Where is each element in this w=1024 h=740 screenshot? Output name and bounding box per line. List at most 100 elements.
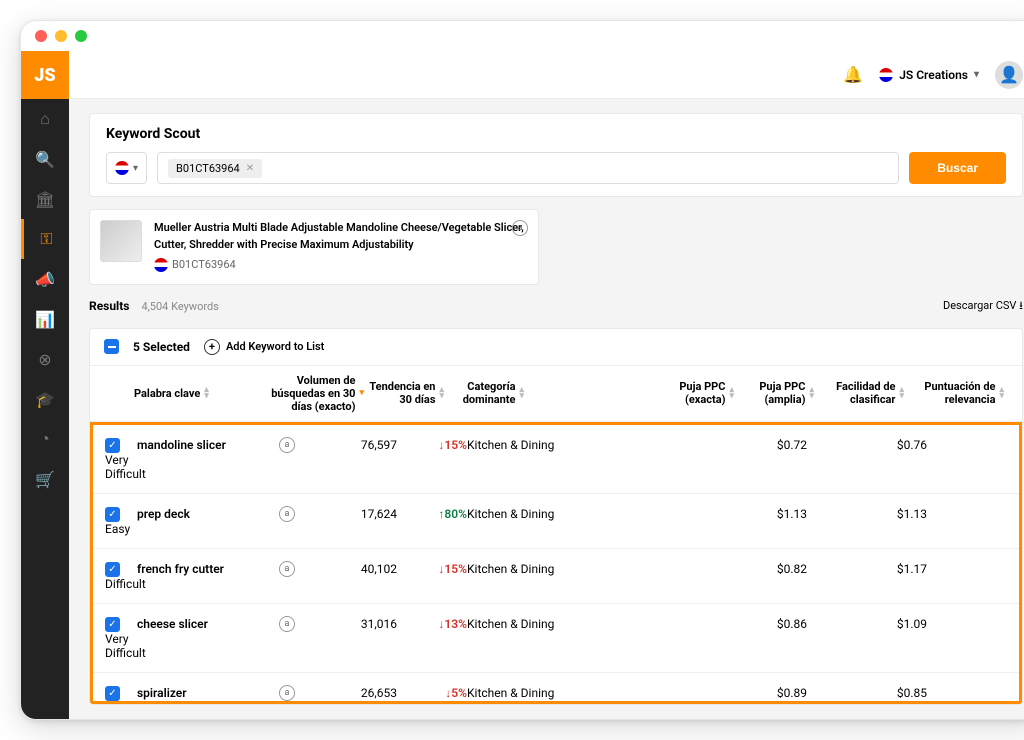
sort-icon: ▴▾: [204, 387, 209, 400]
amazon-badge-icon: a: [279, 561, 295, 577]
ppc-broad-cell: $0.76: [807, 438, 927, 452]
download-label: Descargar CSV: [943, 299, 1016, 312]
close-window-dot[interactable]: [35, 30, 47, 42]
amazon-badge-icon: a: [279, 685, 295, 701]
download-csv-link[interactable]: Descargar CSV ⭳: [943, 297, 1023, 316]
amazon-badge-icon: a: [279, 437, 295, 453]
app-window: JS ⌂ 🔍 🏛 ⚿ 📣 📊 ⊗ 🎓 ◔ 🛒 🔔 JS Creations ▾ …: [20, 20, 1024, 720]
nav-crosshair-icon[interactable]: ⊗: [21, 339, 69, 379]
row-checkbox[interactable]: ✓: [105, 438, 120, 453]
table-row: ✓prep decka17,624↑80%Kitchen & Dining$1.…: [93, 494, 1019, 549]
mac-titlebar: [21, 21, 1024, 51]
nav-globe-icon[interactable]: ◔: [21, 419, 69, 459]
nav-academy-icon[interactable]: 🎓: [21, 379, 69, 419]
product-thumbnail: [100, 220, 142, 262]
logo[interactable]: JS: [21, 51, 69, 99]
ppc-exact-cell: $0.82: [717, 562, 807, 576]
ppc-broad-cell: $1.09: [807, 617, 927, 631]
search-input[interactable]: B01CT63964 ✕: [157, 152, 899, 184]
flag-icon: [879, 68, 893, 82]
ppc-broad-cell: $1.17: [807, 562, 927, 576]
search-card: Keyword Scout ▾ B01CT63964 ✕ Busca: [89, 113, 1023, 197]
selected-count: 5 Selected: [133, 340, 190, 354]
trend-cell: ↓15%: [438, 438, 467, 452]
app-body: JS ⌂ 🔍 🏛 ⚿ 📣 📊 ⊗ 🎓 ◔ 🛒 🔔 JS Creations ▾ …: [21, 51, 1024, 719]
col-ppc-broad[interactable]: Puja PPC (amplia)▴▾: [734, 380, 814, 406]
nav-megaphone-icon[interactable]: 📣: [21, 259, 69, 299]
ppc-broad-cell: $1.13: [807, 507, 927, 521]
asin-chip-text: B01CT63964: [176, 162, 240, 175]
table-head: Palabra clave▴▾ Volumen de búsquedas en …: [90, 366, 1022, 423]
row-checkbox[interactable]: ✓: [105, 562, 120, 577]
difficulty-cell: Very Difficult: [105, 632, 137, 660]
remove-chip-icon[interactable]: ✕: [246, 163, 254, 174]
bell-icon[interactable]: 🔔: [843, 65, 863, 84]
results-label: Results: [89, 299, 129, 313]
country-select[interactable]: ▾: [106, 152, 147, 184]
product-asin: B01CT63964: [154, 257, 528, 274]
asin-chip: B01CT63964 ✕: [168, 159, 262, 178]
table-body: ✓mandoline slicera76,597↓15%Kitchen & Di…: [90, 422, 1022, 704]
volume-cell: 26,653: [307, 686, 397, 700]
main-panel: 🔔 JS Creations ▾ 👤 Keyword Scout ▾: [69, 51, 1024, 719]
results-table: 5 Selected + Add Keyword to List Palabra…: [89, 328, 1023, 706]
difficulty-cell: Difficult: [105, 577, 137, 591]
nav-keyword-icon[interactable]: ⚿: [21, 219, 69, 259]
minimize-window-dot[interactable]: [55, 30, 67, 42]
sort-icon: ▴▾: [999, 387, 1004, 400]
row-checkbox[interactable]: ✓: [105, 507, 120, 522]
add-keyword-button[interactable]: + Add Keyword to List: [204, 339, 324, 355]
keyword-cell: prep deck: [137, 507, 267, 521]
table-row: ✓mandoline slicera76,597↓15%Kitchen & Di…: [93, 425, 1019, 494]
ppc-exact-cell: $0.86: [717, 617, 807, 631]
search-button[interactable]: Buscar: [909, 152, 1006, 184]
col-trend[interactable]: Tendencia en 30 días▴▾: [364, 380, 444, 406]
col-keyword[interactable]: Palabra clave▴▾: [134, 387, 264, 400]
nav-home-icon[interactable]: ⌂: [21, 99, 69, 139]
table-row: ✓ spiralizer a 26,653 ↓5%Kitchen & Dining $0.…: [93, 673, 1019, 704]
volume-cell: 40,102: [307, 562, 397, 576]
product-asin-value: B01CT63964: [172, 257, 236, 274]
avatar[interactable]: 👤: [995, 61, 1023, 89]
download-icon: ⭳: [1019, 299, 1023, 312]
flag-icon: [154, 258, 168, 272]
col-volume[interactable]: Volumen de búsquedas en 30 días (exacto)…: [264, 374, 364, 414]
sidebar: JS ⌂ 🔍 🏛 ⚿ 📣 📊 ⊗ 🎓 ◔ 🛒: [21, 51, 69, 719]
category-cell: Kitchen & Dining: [467, 686, 717, 700]
col-relevance[interactable]: Puntuación de relevancia▴▾: [904, 380, 1004, 406]
product-card: Mueller Austria Multi Blade Adjustable M…: [89, 209, 539, 285]
keyword-cell: mandoline slicer: [137, 438, 267, 452]
row-checkbox[interactable]: ✓: [105, 686, 120, 701]
nav-cart-icon[interactable]: 🛒: [21, 459, 69, 499]
category-cell: Kitchen & Dining: [467, 438, 717, 452]
topbar: 🔔 JS Creations ▾ 👤: [69, 51, 1024, 99]
col-ease[interactable]: Facilidad de clasificar▴▾: [814, 380, 904, 406]
flag-icon: [115, 161, 129, 175]
user-menu[interactable]: JS Creations ▾: [879, 68, 979, 82]
results-header: Results 4,504 Keywords Descargar CSV ⭳: [89, 297, 1023, 316]
add-keyword-label: Add Keyword to List: [226, 340, 324, 353]
category-cell: Kitchen & Dining: [467, 562, 717, 576]
trend-cell: ↓13%: [438, 617, 467, 631]
ppc-broad-cell: $0.85: [807, 686, 927, 700]
select-all-checkbox[interactable]: [104, 339, 119, 354]
difficulty-cell: Very Difficult: [105, 453, 137, 481]
keyword-cell: spiralizer: [137, 686, 267, 700]
maximize-window-dot[interactable]: [75, 30, 87, 42]
col-ppc-exact[interactable]: Puja PPC (exacta)▴▾: [654, 380, 734, 406]
chevron-down-icon: ▾: [133, 163, 138, 174]
volume-cell: 17,624: [307, 507, 397, 521]
col-category[interactable]: Categoría dominante▴▾: [444, 380, 524, 406]
volume-cell: 31,016: [307, 617, 397, 631]
ppc-exact-cell: $1.13: [717, 507, 807, 521]
row-checkbox[interactable]: ✓: [105, 617, 120, 632]
search-row: ▾ B01CT63964 ✕ Buscar: [106, 152, 1006, 184]
amazon-badge-icon: a: [512, 220, 528, 236]
table-toolbar: 5 Selected + Add Keyword to List: [90, 329, 1022, 366]
table-row: ✓french fry cuttera40,102↓15%Kitchen & D…: [93, 549, 1019, 604]
nav-search-icon[interactable]: 🔍: [21, 139, 69, 179]
nav-building-icon[interactable]: 🏛: [21, 179, 69, 219]
trend-cell: ↓5%: [445, 686, 467, 700]
nav-analytics-icon[interactable]: 📊: [21, 299, 69, 339]
amazon-badge-icon: a: [279, 506, 295, 522]
